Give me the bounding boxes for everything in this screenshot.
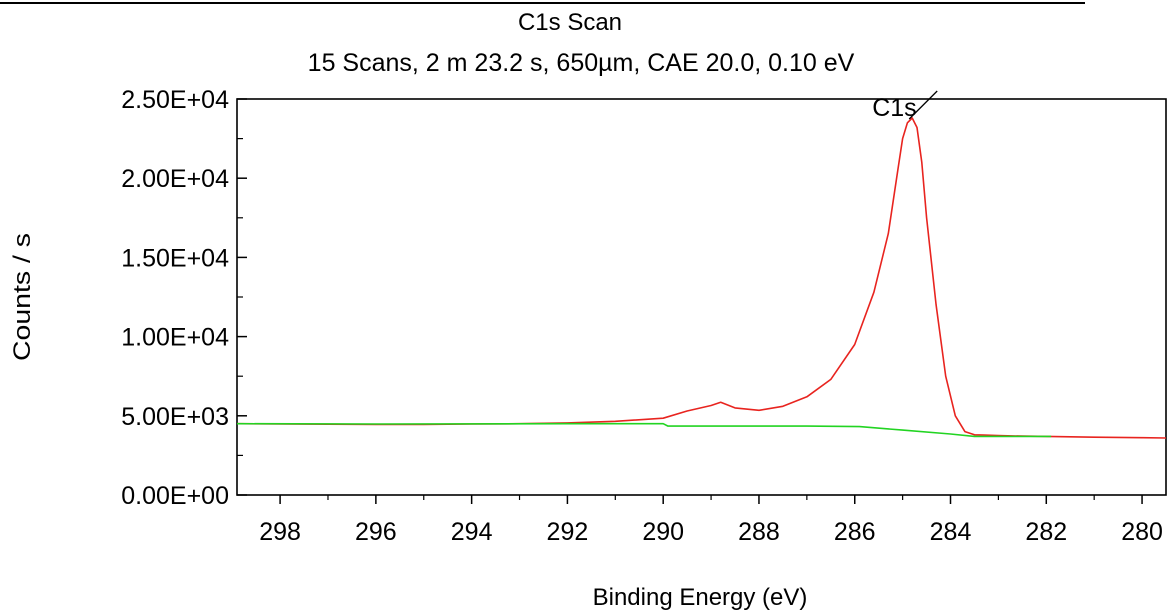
series-layer <box>236 117 1167 439</box>
peak-annotation-leader <box>908 90 938 120</box>
x-axis-ticks: 298 296 294 292 290 288 286 284 282 280 <box>259 495 1163 546</box>
x-tick-label: 292 <box>547 518 589 546</box>
y-axis-label: Counts / s <box>9 233 36 361</box>
y-tick-label: 0.00E+00 <box>121 482 229 510</box>
x-tick-label: 284 <box>930 518 972 546</box>
x-tick-label: 280 <box>1121 518 1163 546</box>
y-tick-label: 1.50E+04 <box>121 244 229 272</box>
chart-subtitle: 15 Scans, 2 m 23.2 s, 650µm, CAE 20.0, 0… <box>308 49 855 77</box>
y-tick-label: 2.00E+04 <box>121 165 229 193</box>
x-tick-label: 288 <box>738 518 780 546</box>
y-tick-label: 1.00E+04 <box>121 324 229 352</box>
x-axis-label: Binding Energy (eV) <box>593 584 808 611</box>
y-axis-ticks: 0.00E+00 5.00E+03 1.00E+04 1.50E+04 2.00E+04… <box>121 86 247 510</box>
chart-title: C1s Scan <box>518 9 622 36</box>
x-tick-label: 282 <box>1025 518 1067 546</box>
x-tick-label: 296 <box>355 518 397 546</box>
peak-annotation-label: C1s <box>872 94 916 122</box>
x-tick-label: 294 <box>451 518 493 546</box>
series-line-1 <box>236 117 1167 439</box>
x-tick-label: 286 <box>834 518 876 546</box>
y-tick-label: 5.00E+03 <box>121 403 229 431</box>
x-tick-label: 290 <box>642 518 684 546</box>
series-line-2 <box>236 422 1052 438</box>
y-tick-label: 2.50E+04 <box>121 86 229 114</box>
x-tick-label: 298 <box>259 518 301 546</box>
annotation-layer: C1s <box>872 90 938 122</box>
